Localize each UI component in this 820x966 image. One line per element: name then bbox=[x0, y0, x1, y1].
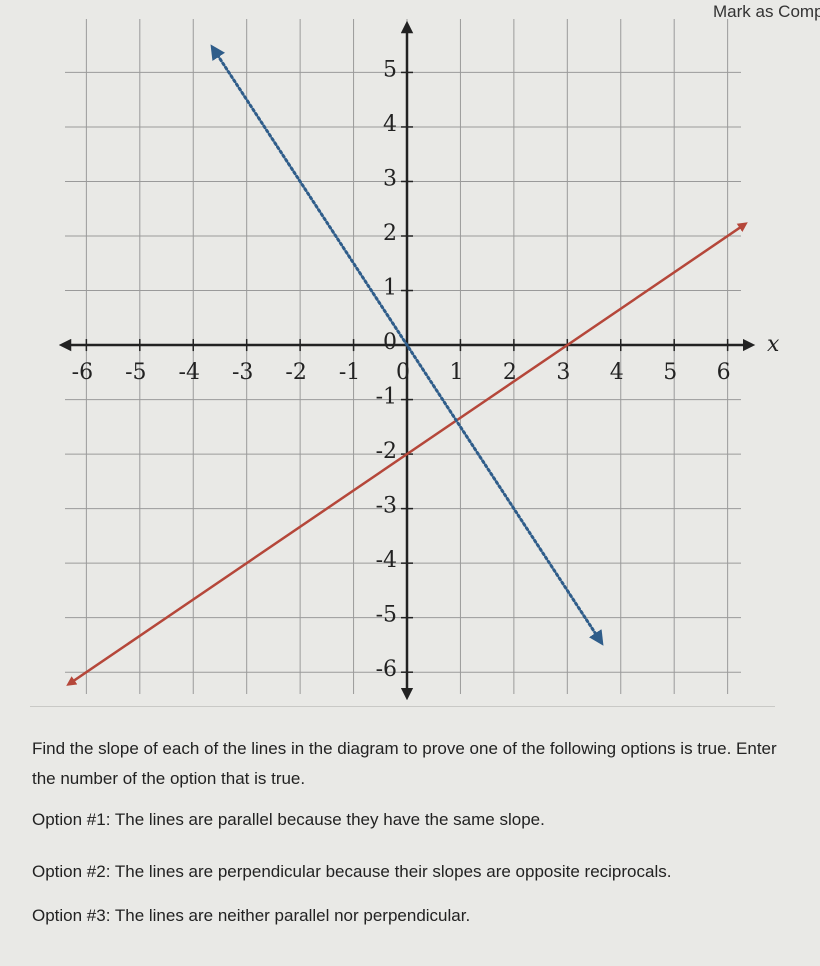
x-tick-label: 6 bbox=[717, 360, 731, 385]
x-tick-label: -5 bbox=[125, 360, 146, 385]
option-text: Option #2: The lines are perpendicular b… bbox=[32, 862, 672, 881]
option-text: Option #1: The lines are parallel becaus… bbox=[32, 810, 545, 829]
y-tick-label: 2 bbox=[383, 221, 397, 246]
x-tick-label: 1 bbox=[449, 360, 463, 385]
divider bbox=[30, 706, 775, 707]
x-tick-label: -4 bbox=[179, 360, 200, 385]
option-text: Option #3: The lines are neither paralle… bbox=[32, 906, 471, 925]
x-tick-label: 4 bbox=[610, 360, 624, 385]
y-tick-label: -6 bbox=[376, 657, 397, 682]
mark-complete-button[interactable]: Mark as Comp bbox=[713, 2, 820, 21]
y-tick-label: -3 bbox=[376, 494, 397, 519]
x-tick-label: -1 bbox=[339, 360, 360, 385]
x-tick-label: -6 bbox=[72, 360, 93, 385]
y-tick-label: 1 bbox=[383, 276, 397, 301]
y-tick-label: 0 bbox=[383, 330, 397, 355]
data-line bbox=[210, 44, 604, 646]
y-tick-label: 5 bbox=[383, 57, 397, 82]
y-tick-label: -5 bbox=[376, 603, 397, 628]
x-tick-label: -3 bbox=[232, 360, 253, 385]
x-tick-label: 5 bbox=[663, 360, 677, 385]
x-tick-label: 3 bbox=[556, 360, 570, 385]
y-tick-label: -2 bbox=[376, 439, 397, 464]
x-axis-label: x bbox=[767, 332, 780, 357]
y-tick-label: 3 bbox=[383, 166, 397, 191]
y-tick-label: -1 bbox=[376, 385, 397, 410]
y-tick-label: 4 bbox=[383, 112, 397, 137]
question-text: Find the slope of each of the lines in t… bbox=[32, 739, 777, 788]
y-tick-label: -4 bbox=[376, 548, 397, 573]
x-tick-label: -2 bbox=[285, 360, 306, 385]
